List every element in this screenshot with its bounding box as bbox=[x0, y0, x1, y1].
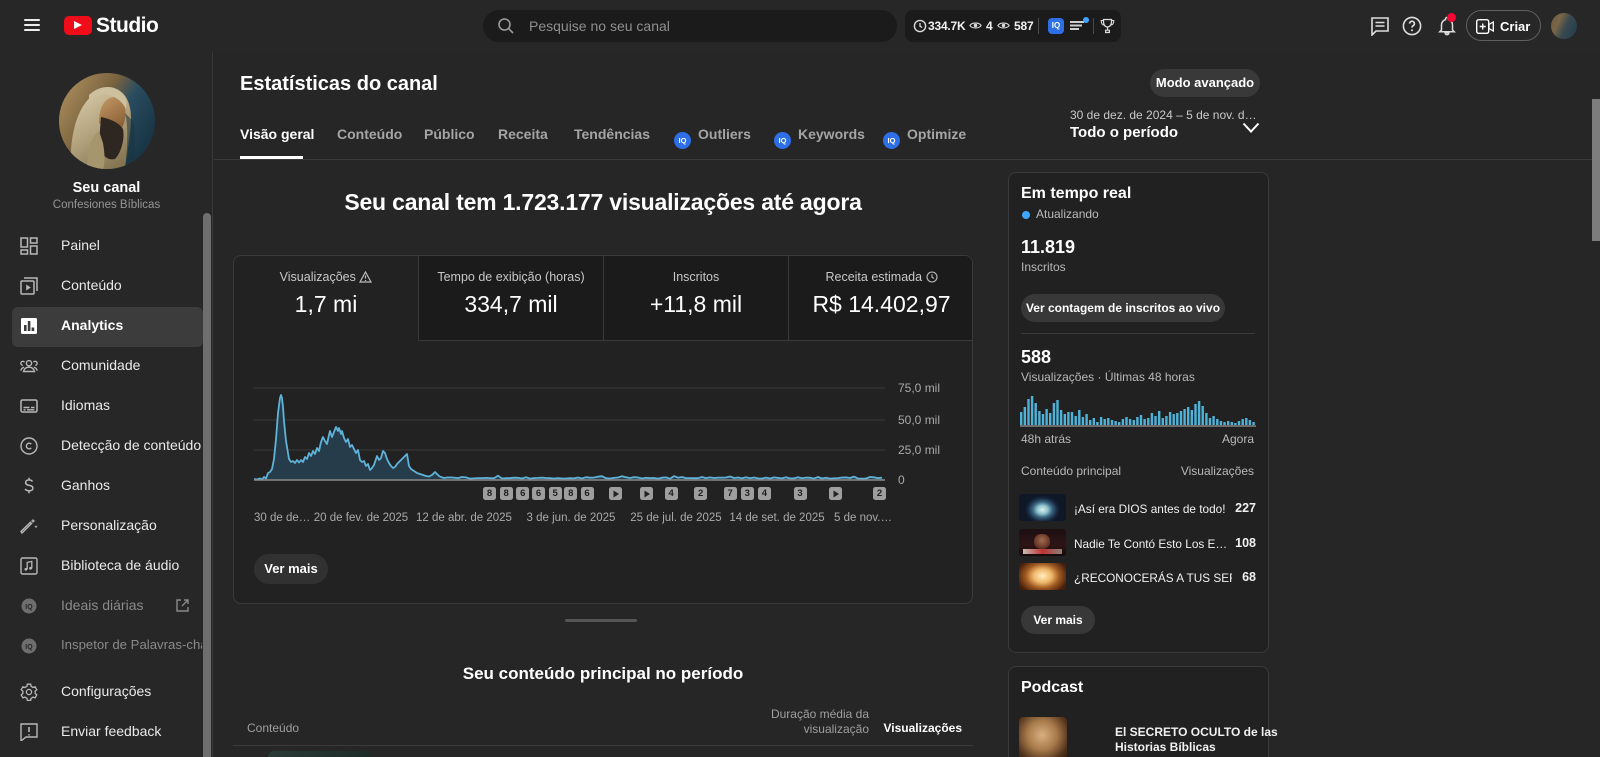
svg-text:75,0 mil: 75,0 mil bbox=[898, 381, 940, 395]
svg-text:IQ: IQ bbox=[25, 604, 33, 611]
svg-text:0: 0 bbox=[898, 473, 905, 487]
svg-text:50,0 mil: 50,0 mil bbox=[898, 413, 940, 427]
svg-text:IQ: IQ bbox=[25, 644, 33, 651]
svg-text:25,0 mil: 25,0 mil bbox=[898, 443, 940, 457]
